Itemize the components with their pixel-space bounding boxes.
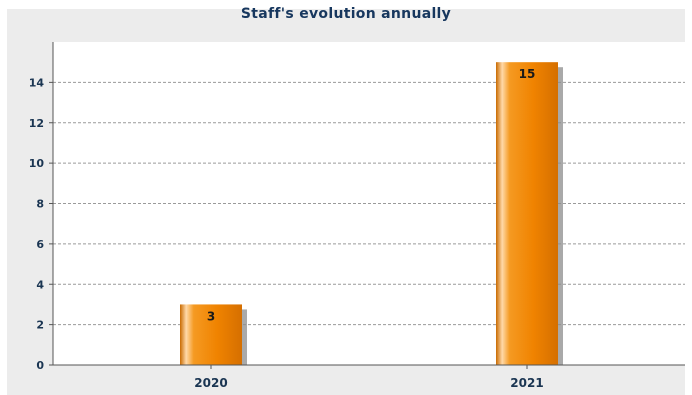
y-tick-label: 14 bbox=[29, 76, 45, 89]
y-tick-label: 0 bbox=[36, 359, 44, 372]
y-tick-label: 2 bbox=[36, 319, 44, 332]
bar bbox=[180, 304, 242, 365]
y-tick-label: 10 bbox=[29, 157, 45, 170]
y-tick-label: 8 bbox=[36, 198, 44, 211]
bar bbox=[496, 62, 558, 365]
data-label: 3 bbox=[207, 309, 215, 323]
grid-lines bbox=[53, 81, 685, 326]
x-tick-label: 2021 bbox=[510, 376, 543, 390]
labels: 0 2 4 6 8 10 12 14 3 2020 15 2021 bbox=[29, 67, 544, 390]
x-tick-label: 2020 bbox=[194, 376, 227, 390]
y-tick-label: 4 bbox=[36, 278, 44, 291]
data-label: 15 bbox=[519, 67, 536, 81]
bars bbox=[180, 62, 563, 365]
chart-title: Staff's evolution annually bbox=[240, 6, 452, 22]
y-tick-label: 12 bbox=[29, 117, 44, 130]
axes bbox=[49, 42, 685, 369]
y-tick-label: 6 bbox=[36, 238, 44, 251]
